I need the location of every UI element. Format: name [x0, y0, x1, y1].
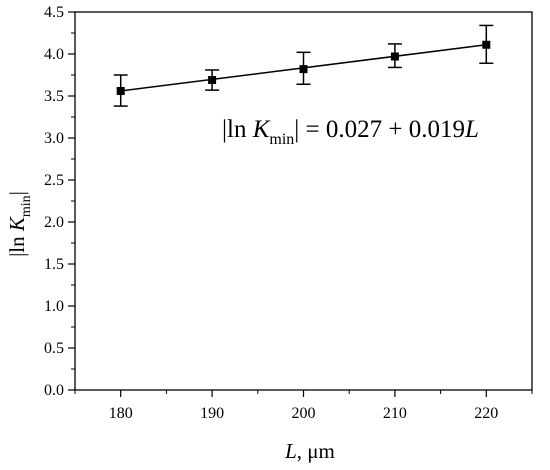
- y-tick-label: 1.5: [44, 256, 64, 273]
- y-tick-label: 2.0: [44, 214, 64, 231]
- data-point-group: [113, 74, 128, 107]
- y-tick-label: 0.0: [44, 382, 64, 399]
- equation-var: L: [464, 116, 479, 143]
- equation-mid: | = 0.027 + 0.019: [294, 116, 465, 143]
- y-tick-label: 1.0: [44, 298, 64, 315]
- x-tick-label: 180: [109, 405, 133, 422]
- y-tick-label: 4.5: [44, 4, 64, 21]
- y-tick-label: 3.5: [44, 88, 64, 105]
- fit-equation: |ln Kmin| = 0.027 + 0.019L: [222, 116, 479, 148]
- y-tick-label: 0.5: [44, 340, 64, 357]
- data-point-group: [387, 43, 402, 69]
- y-axis-label-symbol: K: [5, 216, 29, 232]
- equation-pre: |ln: [222, 116, 253, 143]
- data-point: [390, 52, 399, 61]
- y-tick-label: 2.5: [44, 172, 64, 189]
- data-points: [113, 24, 494, 107]
- data-point: [482, 40, 491, 49]
- x-tick-label: 190: [200, 405, 224, 422]
- y-axis-label: |ln Kmin|: [5, 191, 34, 257]
- y-tick-label: 3.0: [44, 130, 64, 147]
- y-tick-label: 4.0: [44, 46, 64, 63]
- x-axis-label-rest: , μm: [297, 439, 335, 463]
- x-tick-label: 200: [292, 405, 316, 422]
- x-tick-label: 220: [474, 405, 498, 422]
- data-point: [116, 86, 125, 95]
- x-axis-label: L, μm: [284, 439, 335, 463]
- y-axis-label-subscript: min: [19, 195, 34, 217]
- data-point-group: [205, 69, 220, 91]
- equation-symbol: K: [252, 116, 271, 143]
- data-point: [208, 76, 217, 85]
- equation-subscript: min: [269, 131, 294, 148]
- x-tick-label: 210: [383, 405, 407, 422]
- axes: 180 190 200 210 220 0.0 0.5 1.0 1.5 2.0 2.5 3.0 3.5 4…: [44, 4, 533, 422]
- y-axis-label-pre: |ln: [5, 231, 29, 257]
- data-point: [299, 65, 308, 74]
- x-axis-label-symbol: L: [284, 439, 297, 463]
- y-axis-label-post: |: [5, 191, 29, 195]
- data-point-group: [296, 51, 311, 85]
- data-point-group: [479, 24, 494, 64]
